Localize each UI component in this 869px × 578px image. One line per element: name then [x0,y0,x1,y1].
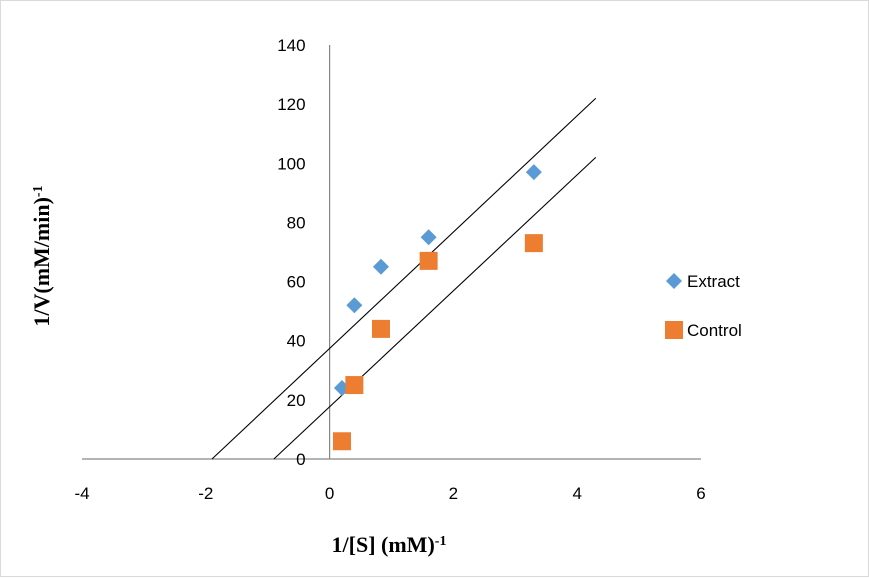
axes [82,45,701,460]
y-tick-label: 60 [287,273,306,292]
y-tick-label: 40 [287,332,306,351]
legend-marker-extract [666,273,682,289]
data-points [332,164,543,451]
data-point-control [524,234,543,253]
y-tick-label: 100 [277,154,305,173]
y-axis-title: 1/V(mM/min)-1 [29,185,54,326]
trendline-extract [211,97,597,460]
data-point-extract [372,258,389,275]
x-tick-labels: -4 -2 0 2 4 6 [74,484,705,503]
y-tick-label: 120 [277,95,305,114]
data-point-extract [420,229,437,246]
data-point-control [345,376,364,395]
data-point-extract [346,297,363,314]
legend: Extract Control [665,272,742,340]
x-tick-label: 2 [449,484,458,503]
y-tick-labels: 0 20 40 60 80 100 120 140 [277,36,305,469]
data-point-control [332,432,351,451]
data-point-control [419,251,438,270]
x-tick-label: 6 [696,484,705,503]
y-tick-label: 20 [287,391,306,410]
x-tick-label: 0 [325,484,334,503]
legend-label-control: Control [687,321,742,340]
y-tick-label: 140 [277,36,305,55]
trendline-control [273,156,597,460]
legend-label-extract: Extract [687,272,740,291]
x-tick-label: 4 [572,484,581,503]
data-point-extract [525,164,542,181]
x-tick-label: -4 [74,484,89,503]
data-point-control [371,319,390,338]
x-tick-label: -2 [198,484,213,503]
y-tick-label: 80 [287,213,306,232]
y-tick-label: 0 [296,450,305,469]
trendlines [211,97,597,460]
x-axis-title: 1/[S] (mM)-1 [332,532,447,557]
legend-marker-control [665,321,683,339]
